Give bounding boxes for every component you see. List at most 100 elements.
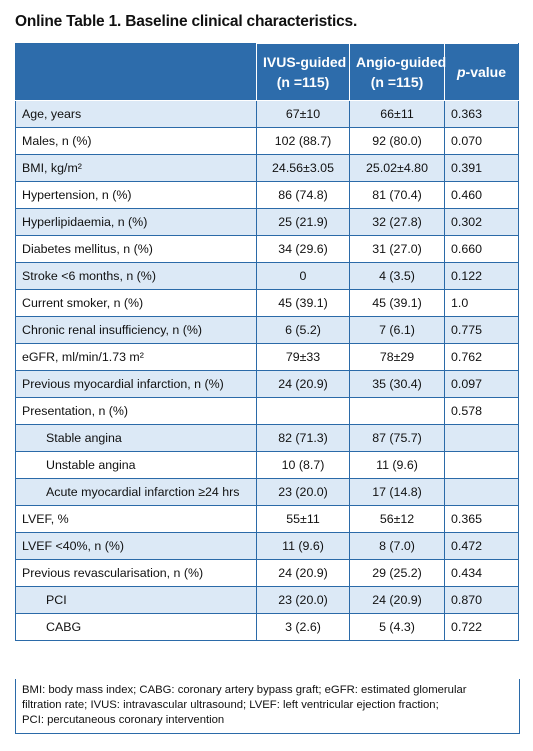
row-label: Unstable angina [15,451,257,479]
ivus-value: 6 (5.2) [256,316,350,344]
angio-value [349,397,445,425]
p-value: 0.363 [444,100,519,128]
row-label: Hypertension, n (%) [15,181,257,209]
angio-value: 29 (25.2) [349,559,445,587]
table-row: Hyperlipidaemia, n (%) 25 (21.9) 32 (27.8)… [15,208,519,236]
row-label: Previous revascularisation, n (%) [15,559,257,587]
p-value [444,478,519,506]
ivus-value [256,397,350,425]
table-row: Stable angina 82 (71.3) 87 (75.7) [15,424,519,452]
p-value: 0.762 [444,343,519,371]
table-row: eGFR, ml/min/1.73 m² 79±33 78±29 0.762 [15,343,519,371]
p-value: 0.870 [444,586,519,614]
header-angio-n: (n =115) [370,74,424,90]
footnote-line-1: BMI: body mass index; CABG: coronary art… [22,684,467,696]
angio-value: 24 (20.9) [349,586,445,614]
p-value [444,424,519,452]
angio-value: 56±12 [349,505,445,533]
baseline-characteristics-table: IVUS-guided (n =115) Angio-guided (n =11… [15,43,519,641]
row-label: Presentation, n (%) [15,397,257,425]
table-row: Previous revascularisation, n (%) 24 (20.… [15,559,519,587]
ivus-value: 82 (71.3) [256,424,350,452]
header-ivus-n: (n =115) [276,74,330,90]
row-label: Acute myocardial infarction ≥24 hrs [15,478,257,506]
p-value: 1.0 [444,289,519,317]
angio-value: 25.02±4.80 [349,154,445,182]
table-row: Unstable angina 10 (8.7) 11 (9.6) [15,451,519,479]
p-value: 0.660 [444,235,519,263]
row-label: Stable angina [15,424,257,452]
angio-value: 5 (4.3) [349,613,445,641]
angio-value: 8 (7.0) [349,532,445,560]
angio-value: 7 (6.1) [349,316,445,344]
angio-value: 32 (27.8) [349,208,445,236]
ivus-value: 11 (9.6) [256,532,350,560]
row-label: Age, years [15,100,257,128]
angio-value: 35 (30.4) [349,370,445,398]
table-title: Online Table 1. Baseline clinical charac… [15,13,358,30]
header-angio-guided: Angio-guided (n =115) [349,43,447,101]
ivus-value: 45 (39.1) [256,289,350,317]
p-value: 0.097 [444,370,519,398]
p-value: 0.302 [444,208,519,236]
row-label: LVEF <40%, n (%) [15,532,257,560]
ivus-value: 3 (2.6) [256,613,350,641]
angio-value: 87 (75.7) [349,424,445,452]
ivus-value: 34 (29.6) [256,235,350,263]
header-p-value: p-value [444,43,519,101]
ivus-value: 86 (74.8) [256,181,350,209]
ivus-value: 67±10 [256,100,350,128]
row-label: eGFR, ml/min/1.73 m² [15,343,257,371]
row-label: PCI [15,586,257,614]
ivus-value: 25 (21.9) [256,208,350,236]
header-p-rest: -value [465,64,507,80]
header-blank-cell [15,43,257,101]
table-body: Age, years 67±10 66±11 0.363 Males, n (%) 102… [15,100,519,641]
p-value: 0.722 [444,613,519,641]
table-row: Stroke <6 months, n (%) 0 4 (3.5) 0.122 [15,262,519,290]
row-label: LVEF, % [15,505,257,533]
table-row: CABG 3 (2.6) 5 (4.3) 0.722 [15,613,519,641]
ivus-value: 23 (20.0) [256,478,350,506]
row-label: Diabetes mellitus, n (%) [15,235,257,263]
header-row: IVUS-guided (n =115) Angio-guided (n =11… [15,43,519,101]
ivus-value: 102 (88.7) [256,127,350,155]
ivus-value: 24 (20.9) [256,559,350,587]
p-value: 0.472 [444,532,519,560]
table-row: Current smoker, n (%) 45 (39.1) 45 (39.1) 1… [15,289,519,317]
ivus-value: 24 (20.9) [256,370,350,398]
footnote-line-3: PCI: percutaneous coronary intervention [22,714,225,726]
angio-value: 4 (3.5) [349,262,445,290]
angio-value: 17 (14.8) [349,478,445,506]
header-ivus-label: IVUS-guided [263,54,347,70]
ivus-value: 0 [256,262,350,290]
table-row: Hypertension, n (%) 86 (74.8) 81 (70.4) 0.4… [15,181,519,209]
p-value: 0.460 [444,181,519,209]
table-row: Males, n (%) 102 (88.7) 92 (80.0) 0.070 [15,127,519,155]
header-angio-label: Angio-guided [356,54,447,70]
row-label: Chronic renal insufficiency, n (%) [15,316,257,344]
p-value: 0.070 [444,127,519,155]
table-row: Acute myocardial infarction ≥24 hrs 23 (2… [15,478,519,506]
p-value [444,451,519,479]
p-value: 0.122 [444,262,519,290]
angio-value: 78±29 [349,343,445,371]
table-row: PCI 23 (20.0) 24 (20.9) 0.870 [15,586,519,614]
angio-value: 45 (39.1) [349,289,445,317]
table-footnote: BMI: body mass index; CABG: coronary art… [15,679,520,734]
row-label: Stroke <6 months, n (%) [15,262,257,290]
angio-value: 11 (9.6) [349,451,445,479]
table-row: Diabetes mellitus, n (%) 34 (29.6) 31 (27.… [15,235,519,263]
p-value: 0.365 [444,505,519,533]
table-row: Chronic renal insufficiency, n (%) 6 (5.2… [15,316,519,344]
ivus-value: 23 (20.0) [256,586,350,614]
p-value: 0.775 [444,316,519,344]
table-row: Previous myocardial infarction, n (%) 24 … [15,370,519,398]
angio-value: 92 (80.0) [349,127,445,155]
row-label: Males, n (%) [15,127,257,155]
ivus-value: 24.56±3.05 [256,154,350,182]
footnote-line-2: filtration rate; IVUS: intravascular ult… [22,699,439,711]
header-p-italic: p [456,64,466,80]
ivus-value: 79±33 [256,343,350,371]
